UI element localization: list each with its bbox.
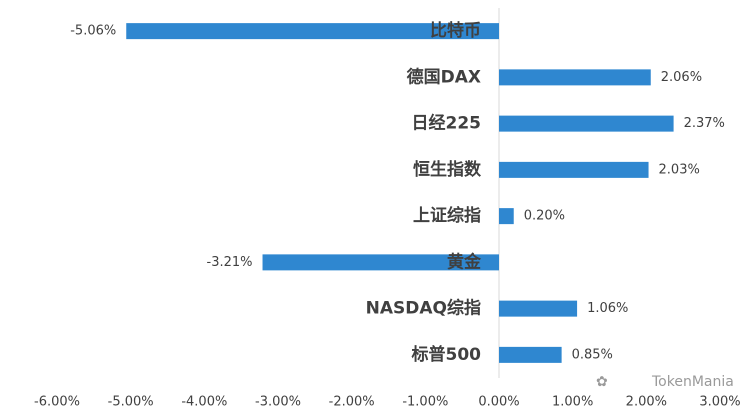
bar bbox=[499, 69, 651, 86]
watermark-icon: ✿ bbox=[596, 374, 608, 390]
value-label: 0.20% bbox=[524, 209, 565, 224]
category-label: 上证综指 bbox=[413, 205, 481, 226]
x-tick-label: -2.00% bbox=[329, 395, 375, 410]
category-label: 黄金 bbox=[447, 251, 482, 272]
x-tick-label: 3.00% bbox=[699, 395, 740, 410]
bar bbox=[262, 254, 499, 271]
x-tick-label: -5.00% bbox=[108, 395, 154, 410]
bar bbox=[499, 346, 562, 363]
value-label: -5.06% bbox=[70, 24, 116, 39]
bar bbox=[499, 161, 649, 178]
category-label: 恒生指数 bbox=[413, 159, 482, 180]
x-tick-label: -4.00% bbox=[181, 395, 227, 410]
bar bbox=[126, 23, 499, 40]
bar bbox=[499, 115, 674, 132]
x-tick-label: 1.00% bbox=[552, 395, 593, 410]
value-label: 2.06% bbox=[661, 70, 702, 85]
value-label: 0.85% bbox=[572, 347, 613, 362]
category-label: 日经225 bbox=[412, 113, 482, 134]
x-tick-label: -1.00% bbox=[402, 395, 448, 410]
category-label: 德国DAX bbox=[407, 66, 481, 87]
value-label: 1.06% bbox=[587, 301, 628, 316]
category-label: 标普500 bbox=[412, 344, 482, 365]
x-tick-label: 0.00% bbox=[478, 395, 519, 410]
value-label: -3.21% bbox=[207, 255, 253, 270]
x-tick-label: -6.00% bbox=[34, 395, 80, 410]
category-label: NASDAQ综指 bbox=[366, 298, 481, 319]
bar bbox=[499, 300, 578, 317]
bar bbox=[499, 208, 514, 225]
value-label: 2.03% bbox=[659, 162, 700, 177]
x-tick-label: 2.00% bbox=[626, 395, 667, 410]
category-label: 比特币 bbox=[430, 20, 481, 41]
value-label: 2.37% bbox=[684, 116, 725, 131]
x-tick-label: -3.00% bbox=[255, 395, 301, 410]
watermark: TokenMania bbox=[651, 374, 734, 390]
